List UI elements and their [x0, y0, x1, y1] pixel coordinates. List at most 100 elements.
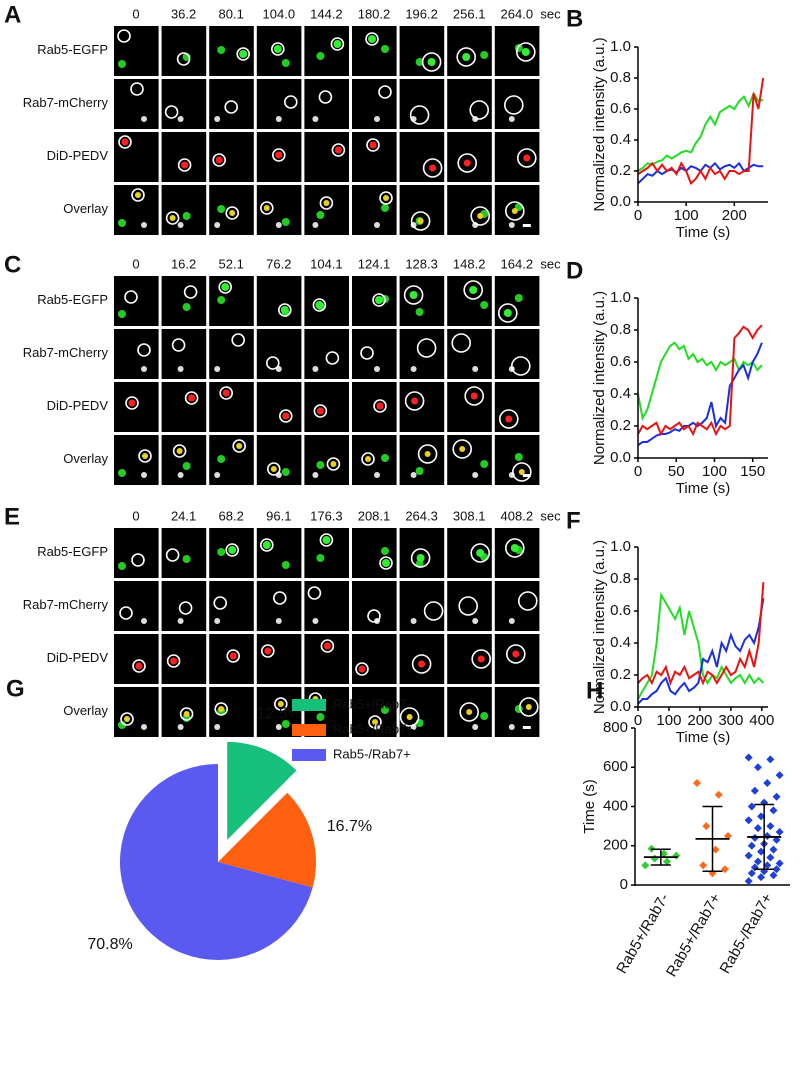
x-tick-label: 100 — [674, 207, 699, 224]
data-point — [714, 790, 723, 799]
roi-circle — [259, 538, 274, 552]
image-tile — [352, 528, 397, 578]
image-tile — [161, 132, 207, 182]
vesicle — [510, 544, 519, 552]
roi-circle — [360, 346, 374, 360]
roi-circle — [137, 343, 151, 357]
roi-circle — [225, 206, 239, 220]
virus — [369, 141, 377, 149]
vesicle — [374, 366, 380, 372]
virus — [525, 704, 532, 710]
roi-circle — [504, 538, 525, 558]
virus — [358, 665, 366, 673]
image-tile — [447, 634, 492, 684]
y-tick-label: 0.2 — [610, 666, 631, 683]
image-tile — [304, 276, 349, 326]
virus — [518, 469, 525, 475]
data-point — [711, 845, 720, 854]
roi-circle — [226, 649, 240, 663]
row-label: DiD-PEDV — [47, 148, 109, 163]
image-tile — [161, 276, 207, 326]
roi-circle — [278, 409, 293, 423]
vesicle — [480, 301, 489, 309]
data-point — [724, 831, 732, 840]
data-point — [744, 816, 753, 825]
scale-bar — [522, 474, 531, 477]
roi-circle — [511, 462, 532, 482]
vesicle — [416, 554, 425, 562]
roi-circle — [417, 444, 438, 464]
row-label: Overlay — [63, 703, 108, 718]
series-line — [637, 341, 763, 421]
x-axis-label: Time (s) — [676, 729, 730, 746]
virus — [263, 205, 270, 211]
vesicle — [508, 724, 515, 730]
virus — [135, 662, 143, 670]
vesicle — [374, 116, 380, 122]
virus — [128, 399, 136, 407]
roi-circle — [505, 644, 526, 664]
vesicle — [217, 296, 226, 304]
data-point — [750, 833, 759, 842]
data-point — [757, 873, 766, 882]
virus — [124, 716, 130, 722]
virus — [323, 200, 330, 206]
y-tick-label: 0.8 — [610, 570, 631, 587]
virus — [429, 164, 437, 172]
vesicle — [382, 559, 390, 567]
image-tile — [447, 528, 492, 578]
image-tile — [161, 634, 207, 684]
scale-bar — [522, 224, 531, 227]
image-tile — [114, 435, 159, 485]
image-tile — [399, 329, 445, 379]
roi-circle — [165, 211, 180, 225]
roi-circle — [270, 42, 285, 56]
vesicle — [480, 460, 489, 468]
vesicle — [410, 618, 417, 624]
roi-circle — [498, 409, 519, 429]
roi-circle — [422, 158, 443, 178]
image-tile — [114, 329, 159, 379]
roi-circle — [470, 206, 491, 226]
image-tile — [352, 634, 397, 684]
virus — [323, 642, 331, 650]
roi-circle — [456, 47, 477, 67]
roi-circle — [330, 37, 345, 51]
error-bar — [650, 848, 671, 866]
data-point — [641, 861, 650, 870]
roi-circle — [277, 303, 292, 317]
vesicle — [273, 45, 282, 53]
data-point — [747, 841, 756, 850]
time-label: 408.2 — [501, 508, 534, 523]
data-point — [757, 847, 766, 856]
vesicle — [214, 222, 221, 228]
roi-circle — [177, 158, 192, 172]
roi-circle — [458, 596, 479, 616]
virus — [282, 412, 290, 420]
time-label: 180.2 — [358, 6, 391, 21]
vesicle — [472, 618, 479, 624]
image-tile — [161, 329, 207, 379]
virus — [275, 151, 283, 159]
roi-circle — [470, 543, 491, 563]
roi-circle — [265, 356, 280, 370]
virus — [316, 407, 324, 415]
vesicle — [316, 461, 325, 469]
data-point — [744, 753, 753, 762]
roi-circle — [399, 707, 420, 727]
vesicle — [177, 618, 184, 624]
vesicle — [381, 204, 389, 212]
vesicle — [312, 366, 319, 372]
vesicle — [217, 548, 226, 556]
vesicle — [409, 291, 418, 299]
legend-label: Rab5+/Rab7- — [333, 696, 411, 711]
image-tile — [209, 26, 254, 76]
roi-circle — [131, 553, 145, 567]
image-tile — [161, 435, 207, 485]
time-label: 264.3 — [405, 508, 438, 523]
data-point — [693, 778, 701, 787]
vesicle — [177, 724, 184, 730]
data-point — [769, 845, 778, 854]
roi-circle — [471, 649, 492, 669]
